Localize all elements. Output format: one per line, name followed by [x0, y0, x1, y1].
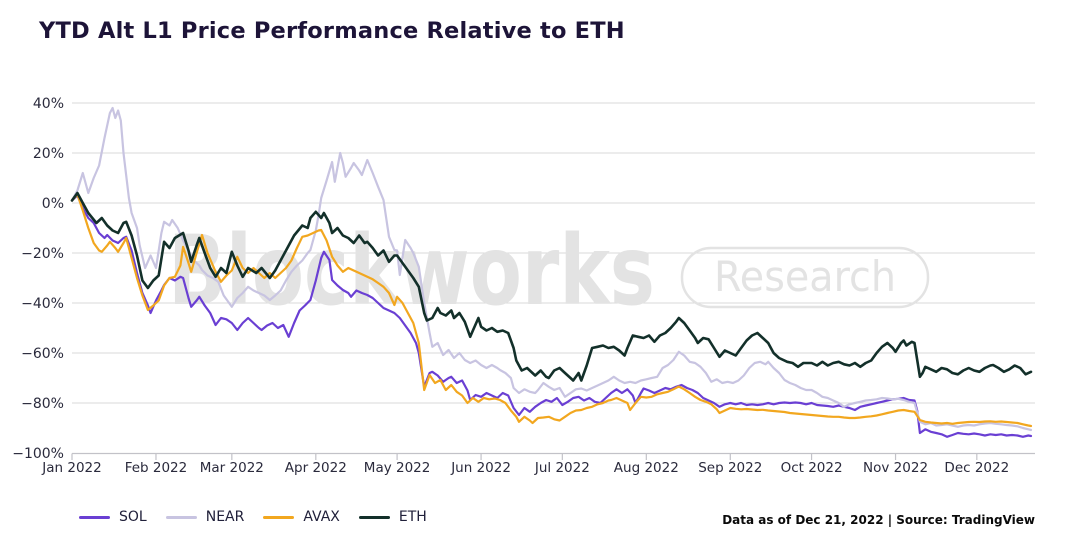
y-tick-label: −100%: [12, 446, 64, 462]
y-tick-label: −20%: [21, 246, 64, 262]
watermark-tag-box: [680, 246, 930, 309]
x-tick-label: May 2022: [364, 460, 431, 476]
legend-item-near: NEAR: [165, 509, 245, 525]
legend-item-eth: ETH: [358, 509, 427, 525]
legend-label-eth: ETH: [398, 509, 427, 525]
x-tick-label: Jul 2022: [534, 460, 590, 476]
y-tick-label: −80%: [21, 396, 64, 412]
x-tick-label: Mar 2022: [200, 460, 264, 476]
y-tick-label: 20%: [33, 146, 64, 162]
y-tick-label: 0%: [42, 196, 64, 212]
page-title: YTD Alt L1 Price Performance Relative to…: [39, 18, 625, 44]
x-tick-label: Oct 2022: [781, 460, 843, 476]
legend-label-avax: AVAX: [303, 509, 340, 525]
series-line-avax: [70, 193, 1033, 428]
x-tick-label: Sep 2022: [698, 460, 762, 476]
x-tick-label: Apr 2022: [285, 460, 347, 476]
series-line-sol: [70, 194, 1033, 438]
x-tick-label: Jun 2022: [450, 460, 511, 476]
x-tick-label: Jan 2022: [41, 460, 101, 476]
series-line-near: [70, 106, 1033, 432]
y-tick-label: 40%: [33, 96, 64, 112]
x-tick-label: Feb 2022: [125, 460, 188, 476]
watermark-tag: Research: [714, 252, 896, 301]
eth-line-swatch: [358, 515, 390, 519]
sol-line-swatch: [79, 515, 110, 519]
legend-label-near: NEAR: [205, 509, 245, 525]
legend-item-sol: SOL: [79, 509, 147, 525]
near-line-swatch: [165, 515, 197, 519]
avax-line-swatch: [263, 515, 295, 519]
legend-item-avax: AVAX: [263, 509, 340, 525]
x-tick-label: Dec 2022: [944, 460, 1009, 476]
series-line-eth: [70, 191, 1033, 382]
legend-label-sol: SOL: [119, 509, 147, 525]
y-tick-label: −60%: [21, 346, 64, 362]
x-tick-label: Aug 2022: [614, 460, 679, 476]
legend: SOL NEAR AVAX ETH: [79, 509, 427, 525]
x-tick-label: Nov 2022: [863, 460, 928, 476]
y-tick-label: −40%: [21, 296, 64, 312]
source-note: Data as of Dec 21, 2022 | Source: Tradin…: [722, 513, 1035, 527]
